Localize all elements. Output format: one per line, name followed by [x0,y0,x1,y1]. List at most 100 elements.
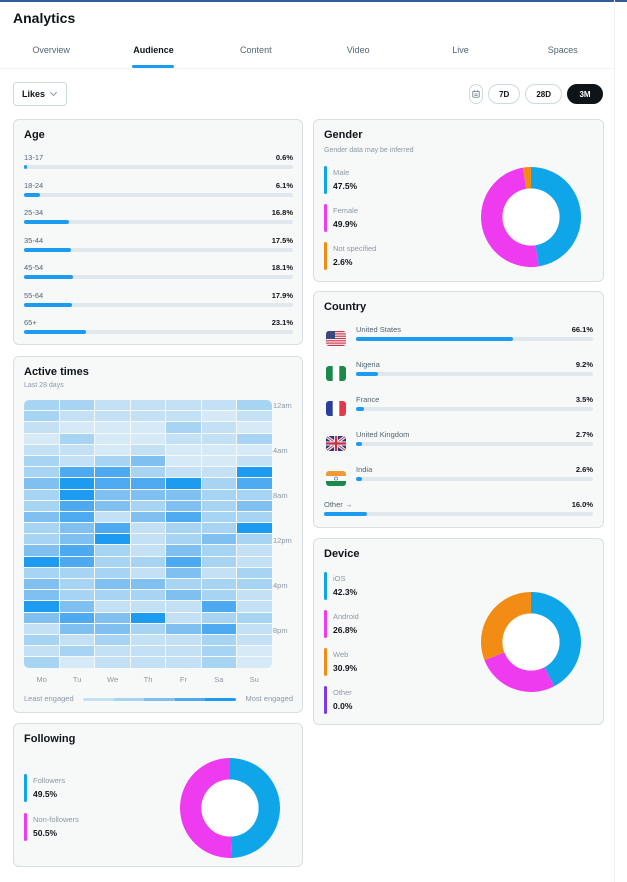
heatmap-cell [237,634,272,646]
heatmap-cell [24,634,59,646]
heatmap-cell [237,511,272,523]
legend-label: Followers [33,776,66,785]
heatmap-cell [130,444,166,455]
following-card: Following Followers 49.5% Non-followers … [13,723,303,867]
heatmap-cell [95,657,130,668]
heatmap-cell [237,646,272,657]
heatmap-cell [130,612,166,623]
heatmap-cell [95,455,130,467]
heatmap-cell [24,579,59,590]
heatmap-cell [237,567,272,578]
heatmap-cell [166,567,201,578]
legend-value: 42.3% [333,587,358,597]
heatmap-cell [237,500,272,511]
tab-video[interactable]: Video [346,45,370,55]
country-row-us[interactable]: United States 66.1% [324,325,593,353]
tab-live[interactable]: Live [452,45,469,55]
country-row-uk[interactable]: United Kingdom 2.7% [324,430,593,458]
heatmap-cell [24,500,59,511]
range-3m-button[interactable]: 3M [567,84,603,104]
age-bar [24,192,293,197]
heatmap-cell [201,634,237,646]
heatmap-cell [95,400,130,411]
country-bar [356,372,593,376]
heatmap-cell [95,579,130,590]
heatmap-cell [24,556,59,567]
active-times-card: Active times Last 28 days 12am 4am 8am 1… [13,356,303,713]
day-label: Tu [72,675,82,684]
heatmap-cell [130,500,166,511]
heatmap-cell [166,623,201,634]
not-specified-swatch [324,242,327,270]
country-name: United Kingdom [356,430,410,439]
country-row-india[interactable]: India 2.6% [324,465,593,493]
day-label: We [107,675,119,684]
age-row: 13-17 0.6% [24,153,293,173]
hour-label: 12am [273,401,292,410]
heatmap-cell [237,489,272,500]
country-bar [356,337,593,341]
heatmap-cell [24,422,59,433]
country-row-other[interactable]: Other → 16.0% [324,500,593,528]
heatmap-cell [95,467,130,478]
heatmap-cell [95,478,130,489]
other-link[interactable]: Other → [324,500,353,509]
heatmap-cell [166,467,201,478]
heatmap-cell [237,467,272,478]
heatmap-cell [95,623,130,634]
heatmap-cell [166,455,201,467]
heatmap-cell [166,601,201,612]
non-followers-swatch [24,813,27,841]
most-engaged-label: Most engaged [245,694,293,703]
heatmap-cell [166,433,201,444]
heatmap-cell [201,489,237,500]
tab-audience[interactable]: Audience [102,36,204,68]
heatmap-cell [59,422,95,433]
range-28d-button[interactable]: 28D [525,84,562,104]
heatmap-cell [95,500,130,511]
in-flag-icon [326,471,346,486]
legend-label: Male [333,168,350,177]
heatmap-cell [24,400,59,411]
heatmap-cell [130,489,166,500]
day-label: Sa [214,675,224,684]
age-bar [24,220,293,224]
gb-flag-icon [326,436,346,451]
country-row-nigeria[interactable]: Nigeria 9.2% [324,360,593,388]
heatmap-cell [130,422,166,433]
ios-swatch [324,572,327,600]
heatmap-cell [201,500,237,511]
country-name: France [356,395,380,404]
age-bar [24,302,293,307]
date-range-selector: 7D 28D 3M [469,84,603,104]
age-bar [24,330,293,334]
age-label: 18-24 [24,180,44,190]
heatmap-cell [237,579,272,590]
heatmap-cell [59,467,95,478]
calendar-button[interactable] [469,84,484,104]
heatmap-cell [166,489,201,500]
tab-content[interactable]: Content [240,45,272,55]
heatmap-cell [201,579,237,590]
country-card: Country United States 66.1% Nigeria 9.2%… [313,291,604,528]
metric-dropdown-label: Likes [22,89,46,99]
metric-dropdown[interactable]: Likes [13,82,67,106]
legend-value: 26.8% [333,625,358,635]
country-row-france[interactable]: France 3.5% [324,395,593,423]
male-swatch [324,166,327,194]
us-flag-icon [326,331,346,346]
heatmap-cell [201,623,237,634]
heatmap-cell [201,511,237,523]
heatmap-cell [59,634,95,646]
age-row: 65+ 23.1% [24,318,293,338]
heatmap-cell [59,500,95,511]
heatmap-cell [95,646,130,657]
tab-spaces[interactable]: Spaces [547,45,578,55]
heatmap-cell [59,590,95,601]
country-bar [356,407,593,411]
tab-overview[interactable]: Overview [32,45,70,55]
heatmap-cell [201,545,237,556]
heatmap-cell [130,455,166,467]
gender-title: Gender [324,129,363,141]
range-7d-button[interactable]: 7D [488,84,521,104]
